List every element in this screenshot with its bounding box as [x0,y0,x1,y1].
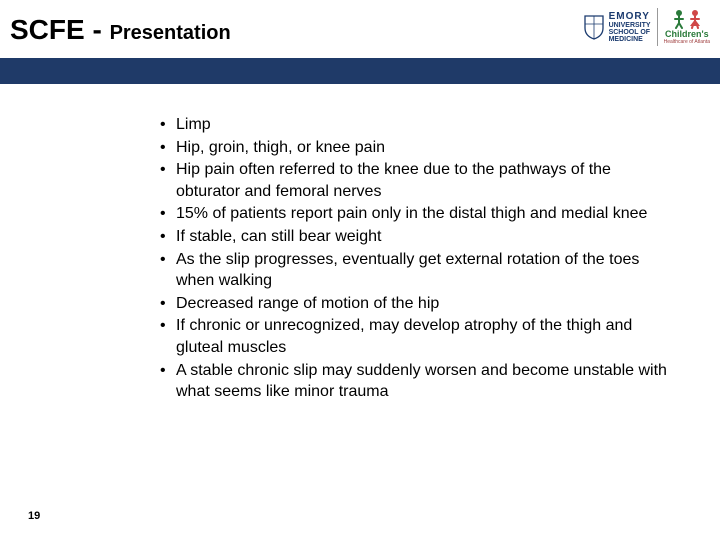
list-item: As the slip progresses, eventually get e… [160,249,670,292]
list-item: 15% of patients report pain only in the … [160,203,670,225]
emory-line1: EMORY [609,12,651,22]
childrens-figures-icon [672,9,702,29]
logo-divider [657,8,658,46]
list-item: Decreased range of motion of the hip [160,293,670,315]
slide-header: SCFE - Presentation EMORY UNIVERSITY SCH… [0,0,720,58]
emory-line3: SCHOOL OF [609,29,651,36]
emory-logo: EMORY UNIVERSITY SCHOOL OF MEDICINE [583,12,651,43]
emory-shield-icon [583,14,605,40]
list-item: If stable, can still bear weight [160,226,670,248]
list-item: Hip, groin, thigh, or knee pain [160,137,670,159]
logo-group: EMORY UNIVERSITY SCHOOL OF MEDICINE Chil… [583,8,710,46]
page-number: 19 [28,510,40,522]
childrens-sub: Healthcare of Atlanta [664,39,710,45]
emory-line4: MEDICINE [609,36,651,43]
emory-line2: UNIVERSITY [609,22,651,29]
list-item: If chronic or unrecognized, may develop … [160,315,670,358]
childrens-label: Children's [665,29,709,39]
title-main: SCFE - [10,14,110,45]
title-sub: Presentation [110,22,231,44]
slide-content: Limp Hip, groin, thigh, or knee pain Hip… [0,84,720,403]
bullet-list: Limp Hip, groin, thigh, or knee pain Hip… [160,114,670,403]
list-item: A stable chronic slip may suddenly worse… [160,360,670,403]
list-item: Hip pain often referred to the knee due … [160,159,670,202]
list-item: Limp [160,114,670,136]
accent-bar [0,58,720,84]
childrens-logo: Children's Healthcare of Atlanta [664,9,710,45]
emory-text: EMORY UNIVERSITY SCHOOL OF MEDICINE [609,12,651,43]
